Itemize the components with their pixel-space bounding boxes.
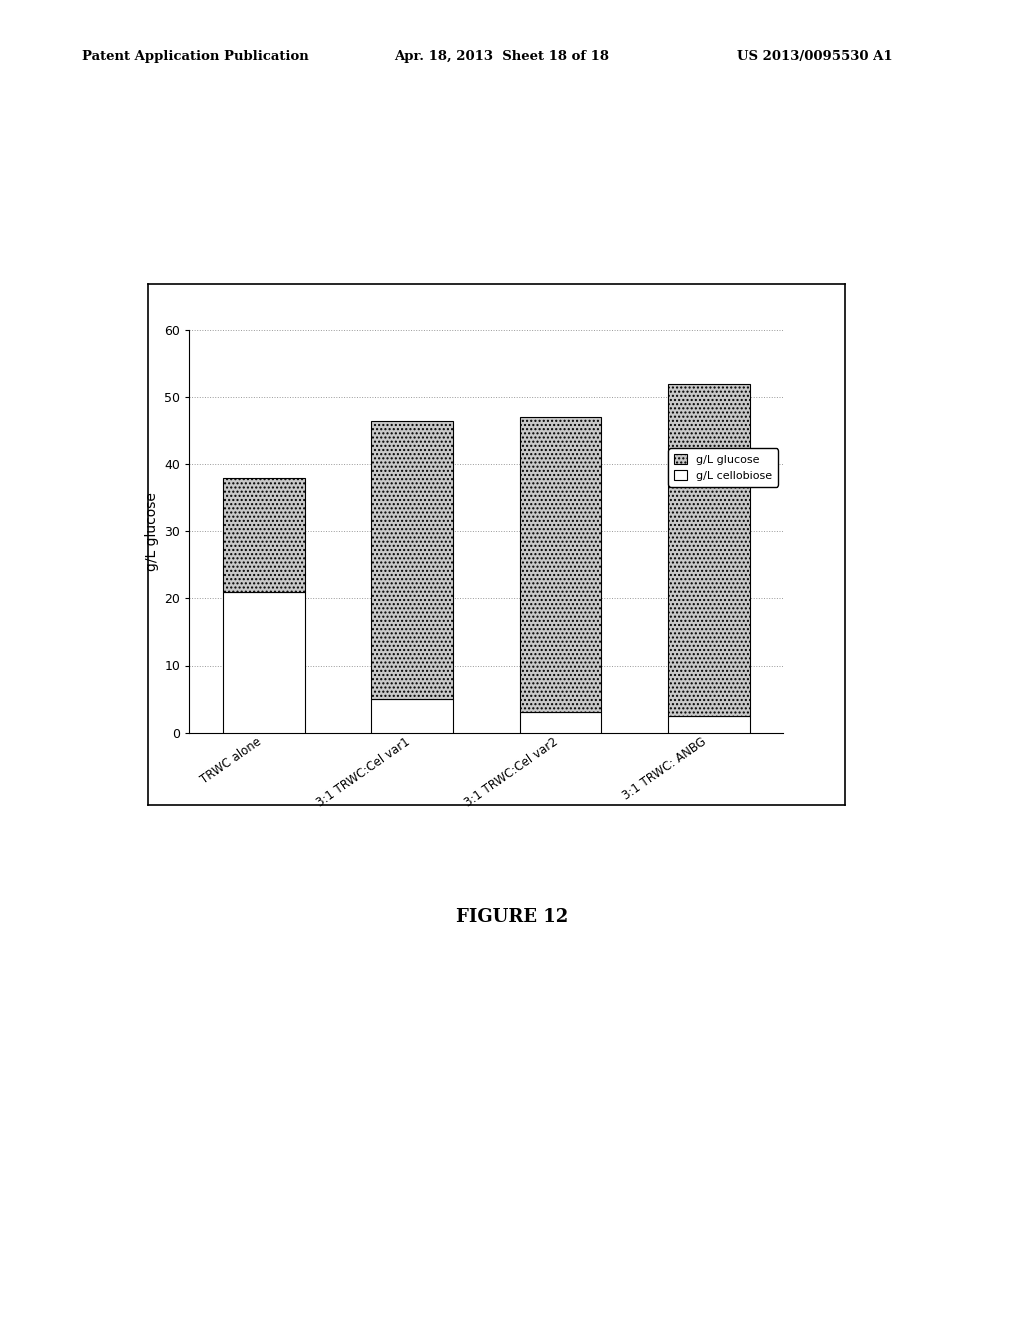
Bar	[520, 713, 601, 733]
Text: FIGURE 12: FIGURE 12	[456, 908, 568, 927]
Bar	[669, 715, 750, 733]
Bar	[372, 421, 453, 700]
Bar	[223, 591, 304, 733]
Bar	[669, 384, 750, 715]
Legend: g/L glucose, g/L cellobiose: g/L glucose, g/L cellobiose	[669, 449, 778, 487]
Y-axis label: g/L glucose: g/L glucose	[144, 492, 159, 570]
Bar	[372, 700, 453, 733]
Text: Patent Application Publication: Patent Application Publication	[82, 50, 308, 63]
Bar	[223, 478, 304, 591]
Text: Apr. 18, 2013  Sheet 18 of 18: Apr. 18, 2013 Sheet 18 of 18	[394, 50, 609, 63]
Text: US 2013/0095530 A1: US 2013/0095530 A1	[737, 50, 893, 63]
Bar	[520, 417, 601, 713]
